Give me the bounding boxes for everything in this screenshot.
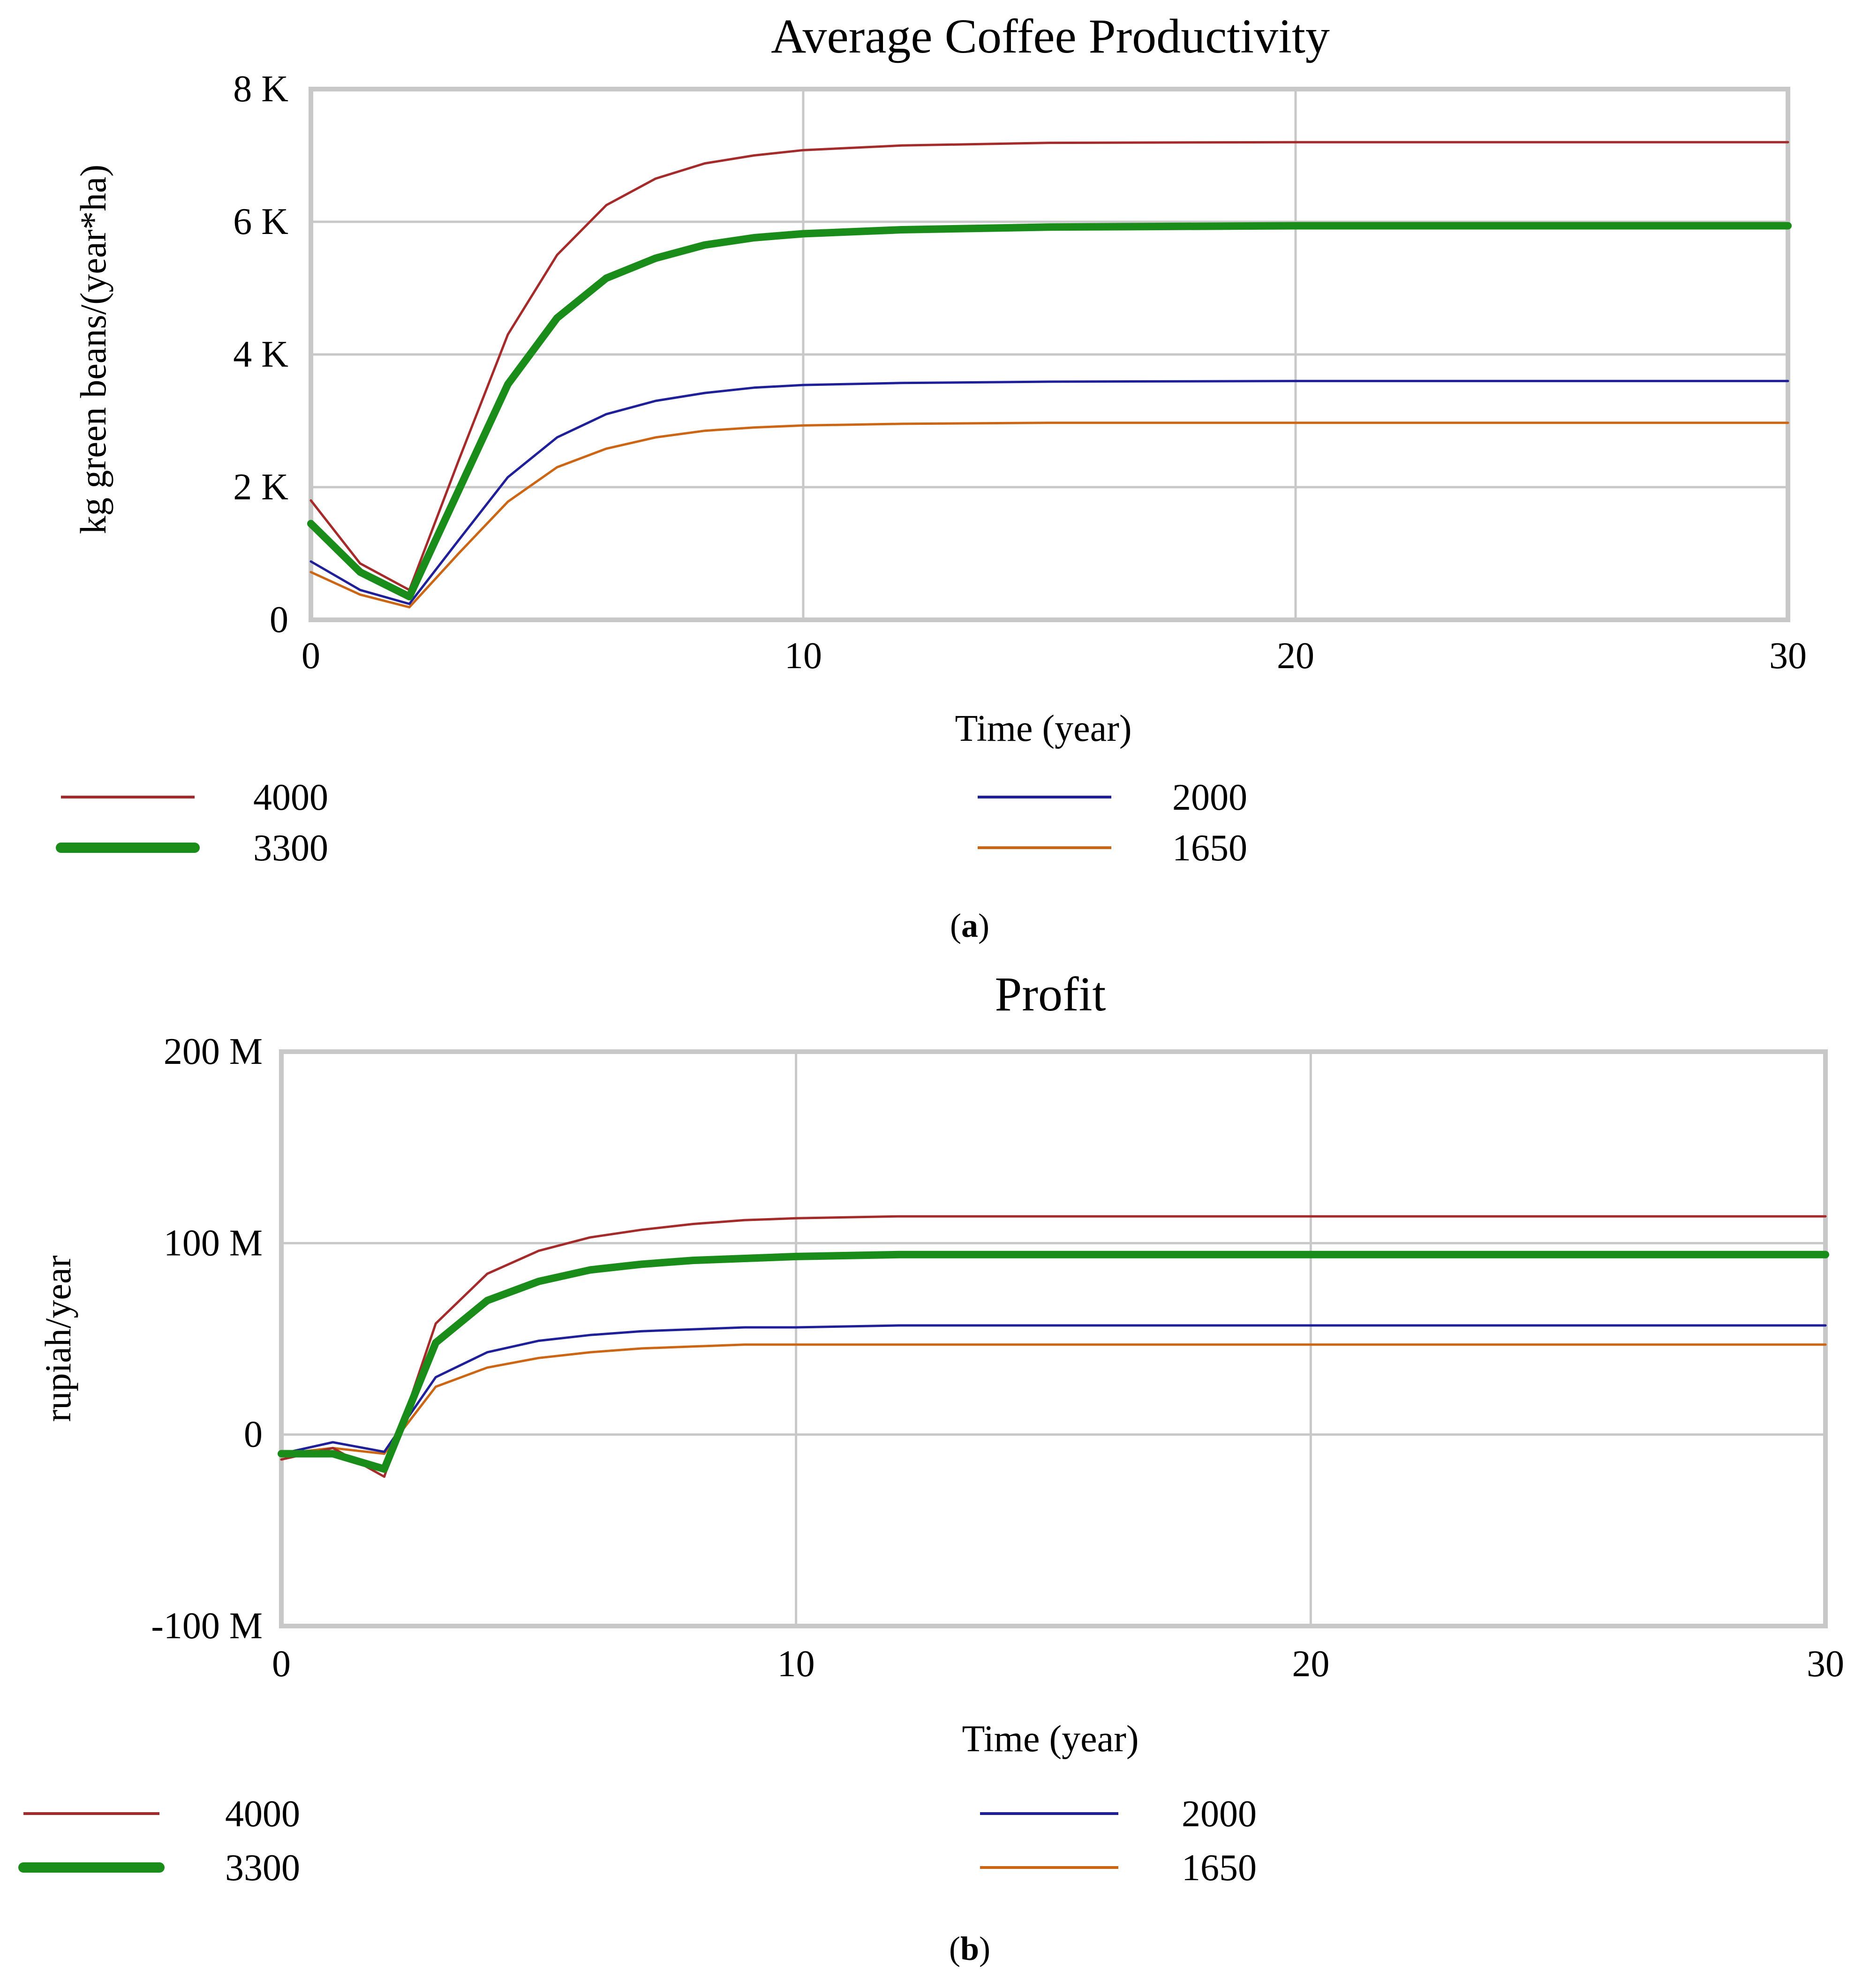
chart-b-x-tick-label: 10: [777, 1643, 815, 1685]
chart-b-legend-item-4000: 4000: [23, 1793, 300, 1835]
chart-b-caption-close: ): [979, 1930, 990, 1967]
chart-b-legend-item-2000: 2000: [980, 1793, 1257, 1835]
chart-b-y-tick-label: -100 M: [151, 1605, 263, 1647]
chart-a-y-ticks: 0 2 K 4 K 6 K 8 K: [233, 68, 288, 640]
chart-b-y-tick-label: 200 M: [164, 1031, 263, 1072]
chart-b-series-line-1650: [280, 1343, 1827, 1455]
chart-b-legend-item-3300: 3300: [18, 1847, 300, 1889]
chart-b-y-tick-label: 0: [244, 1414, 263, 1455]
chart-b-y-axis-label: rupiah/year: [38, 1255, 78, 1422]
chart-b-y-ticks: -100 M 0 100 M 200 M: [151, 1031, 263, 1647]
chart-a-caption: (a): [950, 907, 989, 944]
chart-a-grid: [311, 89, 1788, 620]
chart-a-legend-item-3300: 3300: [56, 828, 328, 869]
chart-a-caption-close: ): [978, 907, 989, 944]
chart-a-series: [307, 141, 1792, 609]
chart-a-x-tick-label: 0: [302, 635, 320, 677]
chart-a-y-axis-label: kg green beans/(year*ha): [73, 165, 113, 534]
chart-a-title: Average Coffee Productivity: [771, 9, 1330, 63]
chart-b-plot-frame: [279, 1049, 1828, 1628]
chart-b-legend-label-4000: 4000: [225, 1793, 300, 1835]
chart-b-x-tick-label: 0: [272, 1643, 291, 1685]
chart-b-legend-label-3300: 3300: [225, 1847, 300, 1889]
chart-b-series: [278, 1215, 1829, 1478]
chart-b-legend-item-1650: 1650: [980, 1847, 1257, 1889]
chart-a-y-tick-label: 4 K: [233, 334, 288, 375]
chart-a-caption-open: (: [950, 907, 961, 944]
chart-a-plot-frame: [309, 87, 1790, 622]
chart-a-series-line-1650: [309, 422, 1789, 609]
chart-b-x-tick-label: 30: [1807, 1643, 1844, 1685]
chart-b-legend-label-1650: 1650: [1182, 1847, 1257, 1889]
chart-b-legend: 4000 3300 2000 1650: [18, 1793, 1257, 1889]
chart-a-legend-item-4000: 4000: [61, 777, 328, 818]
chart-a-legend-label-4000: 4000: [253, 777, 328, 818]
chart-b-caption: (b): [949, 1930, 990, 1967]
chart-b-caption-letter: b: [960, 1930, 979, 1967]
chart-a-series-line-3300: [307, 222, 1792, 601]
chart-a-y-tick-label: 6 K: [233, 201, 288, 242]
chart-a-series-line-2000: [309, 380, 1789, 605]
chart-a-y-tick-label: 2 K: [233, 467, 288, 508]
chart-a-caption-letter: a: [961, 907, 978, 944]
chart-a-legend-label-2000: 2000: [1172, 777, 1247, 818]
chart-a-legend-label-1650: 1650: [1172, 828, 1247, 869]
chart-a-x-axis-label: Time (year): [955, 708, 1132, 749]
chart-a-x-tick-label: 10: [784, 635, 822, 677]
chart-b-x-tick-label: 20: [1292, 1643, 1329, 1685]
chart-b-grid: [281, 1052, 1825, 1626]
chart-b-x-axis-label: Time (year): [962, 1718, 1139, 1760]
chart-b-x-ticks: 0 10 20 30: [272, 1643, 1844, 1685]
chart-a-y-tick-label: 8 K: [233, 68, 288, 110]
productivity-chart: Average Coffee Productivity 0 10 20 30 0 2 K…: [56, 9, 1807, 944]
chart-a-x-tick-label: 20: [1277, 635, 1314, 677]
chart-a-legend-item-1650: 1650: [978, 828, 1247, 869]
chart-b-title: Profit: [995, 967, 1106, 1021]
chart-b-caption-open: (: [949, 1930, 960, 1967]
chart-a-x-tick-label: 30: [1769, 635, 1807, 677]
chart-a-legend-item-2000: 2000: [978, 777, 1247, 818]
chart-a-legend: 4000 3300 2000 1650: [56, 777, 1247, 869]
chart-b-y-tick-label: 100 M: [164, 1222, 263, 1264]
chart-a-legend-label-3300: 3300: [253, 828, 328, 869]
chart-a-y-tick-label: 0: [270, 599, 288, 640]
chart-a-series-line-4000: [309, 141, 1789, 591]
chart-b-series-line-3300: [278, 1250, 1829, 1473]
chart-b-legend-label-2000: 2000: [1182, 1793, 1257, 1835]
chart-a-x-ticks: 0 10 20 30: [302, 635, 1807, 677]
